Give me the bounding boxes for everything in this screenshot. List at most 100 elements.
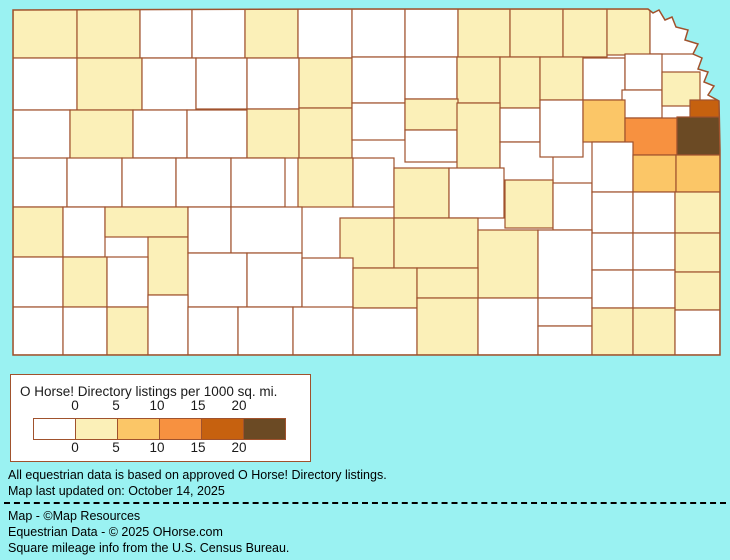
county-cell [591,141,634,193]
county-cell [674,191,720,234]
county-cell [195,57,248,110]
county-cell [106,256,149,308]
legend-tick-label: 15 [190,398,206,413]
county-cell [175,157,232,208]
county-cell [624,53,663,91]
legend-tick-label: 20 [231,398,247,413]
county-cell [632,232,676,271]
county-cell [13,109,71,161]
county-cell [13,9,78,59]
kansas-county-map-svg [12,8,721,356]
county-cell [297,9,353,59]
county-cell [121,157,177,208]
county-cell [352,267,418,309]
dashed-separator [4,502,726,504]
county-cell [298,107,353,159]
county-cell [13,256,64,308]
legend-tick-label: 15 [190,440,206,455]
data-disclaimer-text: All equestrian data is based on approved… [8,468,387,482]
county-cell [62,306,108,355]
county-cell [591,232,634,271]
legend-swatch [159,418,202,440]
legend-swatch [75,418,118,440]
county-cell [674,232,720,273]
legend-tick-label: 0 [71,440,79,455]
county-cell [552,182,593,231]
county-cell [187,306,239,355]
county-cell [676,116,720,156]
county-cell [562,9,608,58]
county-cell [499,107,541,143]
legend-color-ramp [33,418,286,440]
county-cell [301,257,354,309]
county-cell [351,9,406,58]
map-credit-text: Map - ©Map Resources [8,509,141,523]
county-cell [351,102,406,141]
county-cell [76,57,143,111]
county-cell [13,206,64,258]
county-cell [404,56,458,100]
county-cell [591,307,634,355]
county-cell [674,309,720,355]
county-cell [13,306,64,355]
legend-tick-label: 10 [149,440,165,455]
county-cell [62,206,106,258]
county-cell [351,56,406,104]
county-cell [632,191,676,234]
county-cell [352,307,418,355]
county-cell [675,154,720,193]
county-cell [456,102,501,171]
county-cell [591,191,634,234]
county-cell [606,9,651,56]
county-cell [537,297,593,327]
county-cell [244,9,299,59]
county-cell [139,9,193,59]
county-cell [147,236,189,296]
legend-swatch [117,418,160,440]
county-cell [297,157,354,208]
county-cell [246,108,300,159]
county-cell [539,56,584,101]
county-cell [246,57,300,110]
legend-tick-label: 5 [112,440,120,455]
county-cell [404,129,458,163]
legend-tick-label: 0 [71,398,79,413]
county-cell [132,109,188,159]
county-cell [404,98,459,131]
legend-swatch [243,418,286,440]
county-cell [509,9,564,58]
legend-swatch [201,418,244,440]
county-cell [104,206,189,238]
county-cell [186,109,248,159]
county-cell [621,89,663,119]
county-cell [404,9,459,58]
county-cell [141,57,197,111]
census-credit-text: Square mileage info from the U.S. Census… [8,541,290,555]
county-cell [504,179,554,229]
state-outline [12,8,721,356]
legend-ticks-bottom: 0 5 10 15 20 [11,440,310,455]
legend-tick-label: 10 [149,398,165,413]
county-cell [147,294,189,355]
county-layer [13,9,720,355]
county-cell [632,307,676,355]
county-cell [246,252,303,308]
county-cell [230,157,286,208]
county-cell [76,9,141,59]
county-cell [393,167,450,219]
county-cell [448,167,505,219]
county-cell [537,229,593,299]
kansas-county-map [12,8,721,356]
county-cell [591,269,634,309]
legend-title: O Horse! Directory listings per 1000 sq.… [20,384,278,399]
county-cell [649,9,703,55]
county-cell [13,157,68,208]
county-cell [298,57,353,109]
legend-box: O Horse! Directory listings per 1000 sq.… [10,374,311,462]
county-cell [393,217,479,269]
map-updated-text: Map last updated on: October 14, 2025 [8,484,225,498]
county-cell [69,109,134,161]
county-cell [539,99,584,158]
county-cell [477,297,539,355]
county-cell [477,229,539,299]
